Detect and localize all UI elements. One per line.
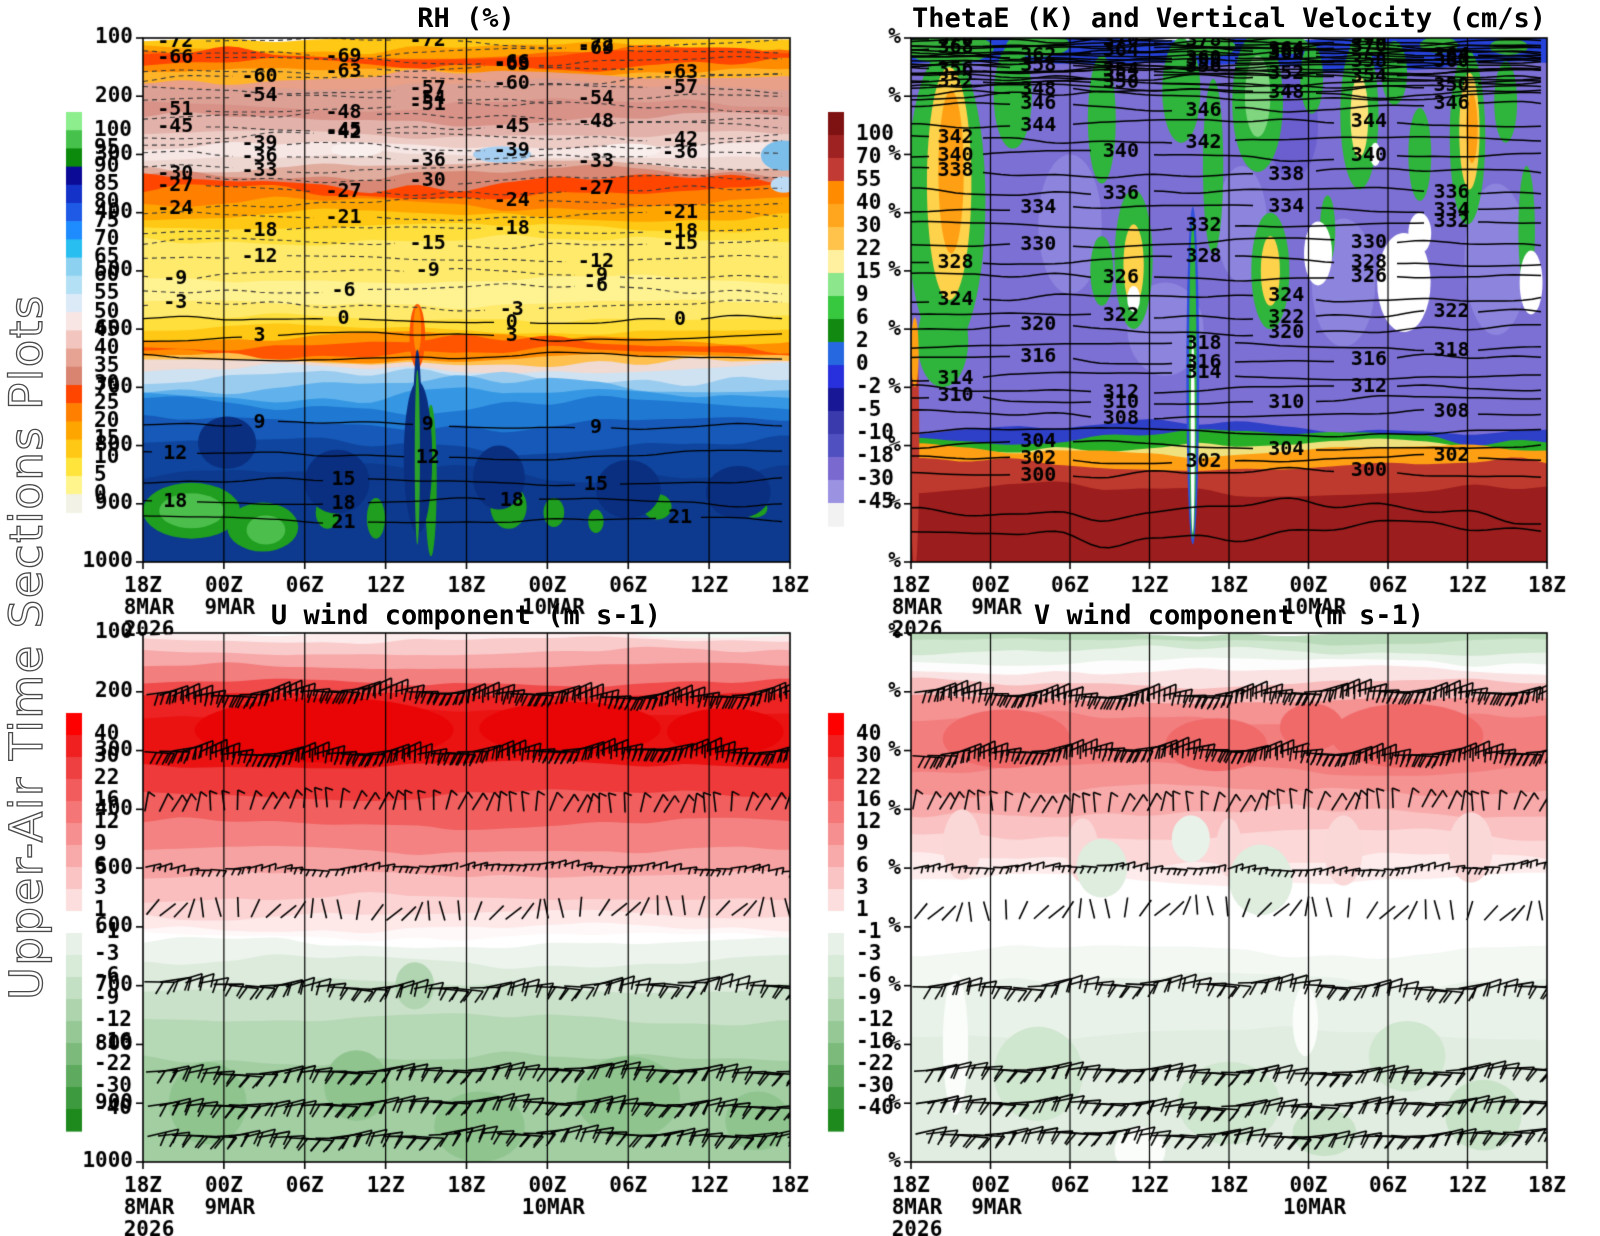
panel-title-u: U wind component (m s-1)	[270, 600, 662, 631]
sidebar-title: Upper-Air Time Sections Plots	[0, 294, 54, 1001]
sidebar-title-text: Upper-Air Time Sections Plots	[0, 294, 53, 1000]
panel-title-thetae: ThetaE (K) and Vertical Velocity (cm/s)	[912, 3, 1546, 34]
panel-title-rh: RH (%)	[417, 3, 515, 34]
panel-title-v: V wind component (m s-1)	[1033, 600, 1425, 631]
